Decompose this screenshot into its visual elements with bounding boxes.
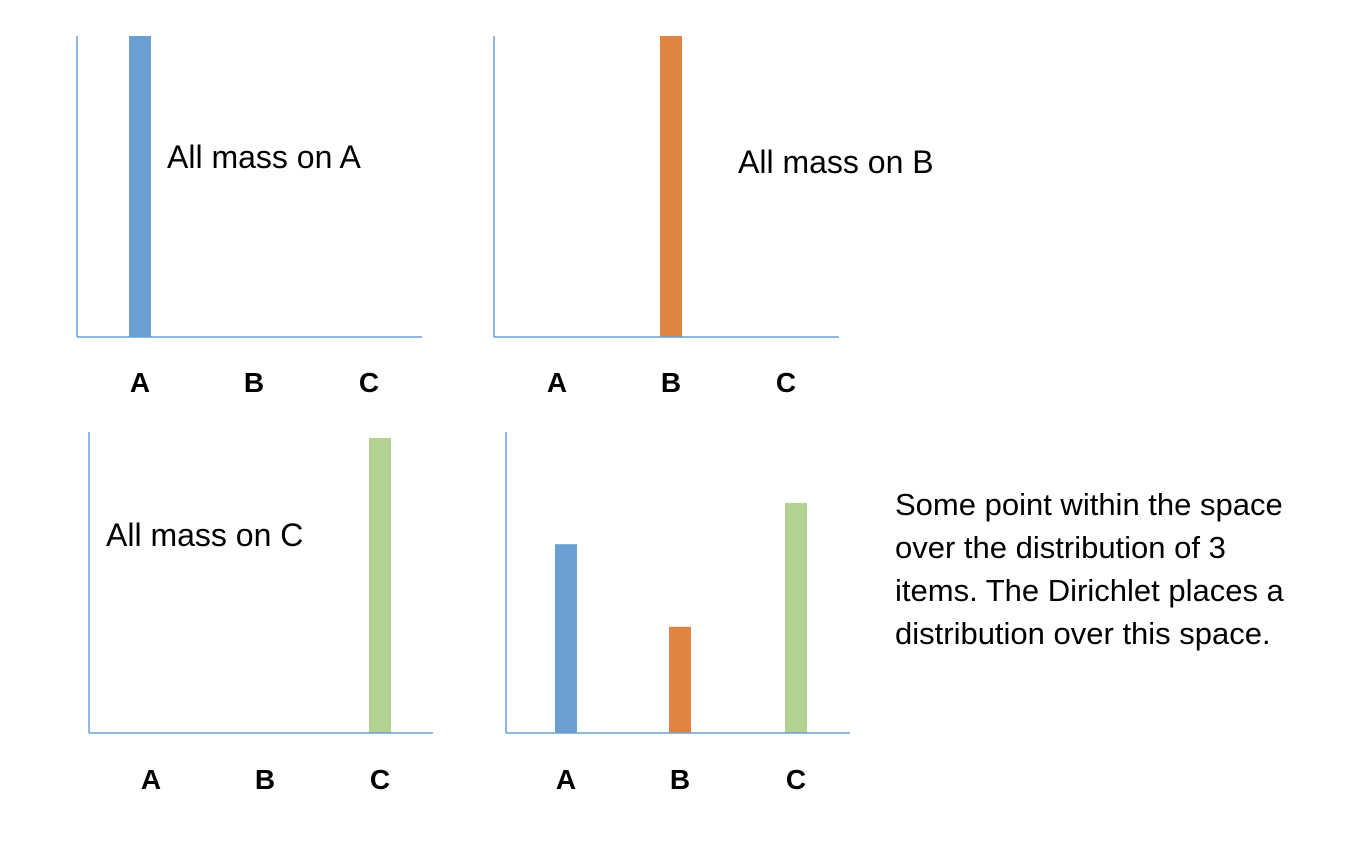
caption-line: distribution over this space. bbox=[895, 616, 1271, 651]
tick-label-a: A bbox=[556, 764, 576, 795]
chart-panel-c: A B C All mass on C bbox=[88, 432, 433, 795]
chart-panel-a: A B C All mass on A bbox=[76, 36, 422, 398]
annotation-label: All mass on C bbox=[106, 517, 303, 553]
chart-panel-mixed: A B C bbox=[505, 432, 850, 795]
bar-a bbox=[129, 36, 151, 337]
bar-b bbox=[669, 626, 691, 733]
tick-label-c: C bbox=[370, 764, 390, 795]
bar-a bbox=[555, 544, 577, 733]
tick-label-b: B bbox=[670, 764, 690, 795]
bar-c bbox=[369, 438, 391, 733]
tick-label-a: A bbox=[141, 764, 161, 795]
annotation-label: All mass on B bbox=[738, 144, 934, 180]
chart-panel-b: A B C All mass on B bbox=[493, 36, 934, 398]
tick-label-b: B bbox=[255, 764, 275, 795]
caption-line: Some point within the space bbox=[895, 487, 1283, 522]
tick-label-c: C bbox=[786, 764, 806, 795]
tick-label-c: C bbox=[359, 367, 379, 398]
tick-label-c: C bbox=[776, 367, 796, 398]
tick-label-b: B bbox=[244, 367, 264, 398]
caption-line: over the distribution of 3 bbox=[895, 530, 1226, 565]
bar-b bbox=[660, 36, 682, 337]
annotation-label: All mass on A bbox=[167, 139, 362, 175]
tick-label-b: B bbox=[661, 367, 681, 398]
bar-c bbox=[785, 502, 807, 733]
tick-label-a: A bbox=[547, 367, 567, 398]
caption-text: Some point within the space over the dis… bbox=[895, 483, 1365, 655]
tick-label-a: A bbox=[130, 367, 150, 398]
caption-line: items. The Dirichlet places a bbox=[895, 573, 1284, 608]
